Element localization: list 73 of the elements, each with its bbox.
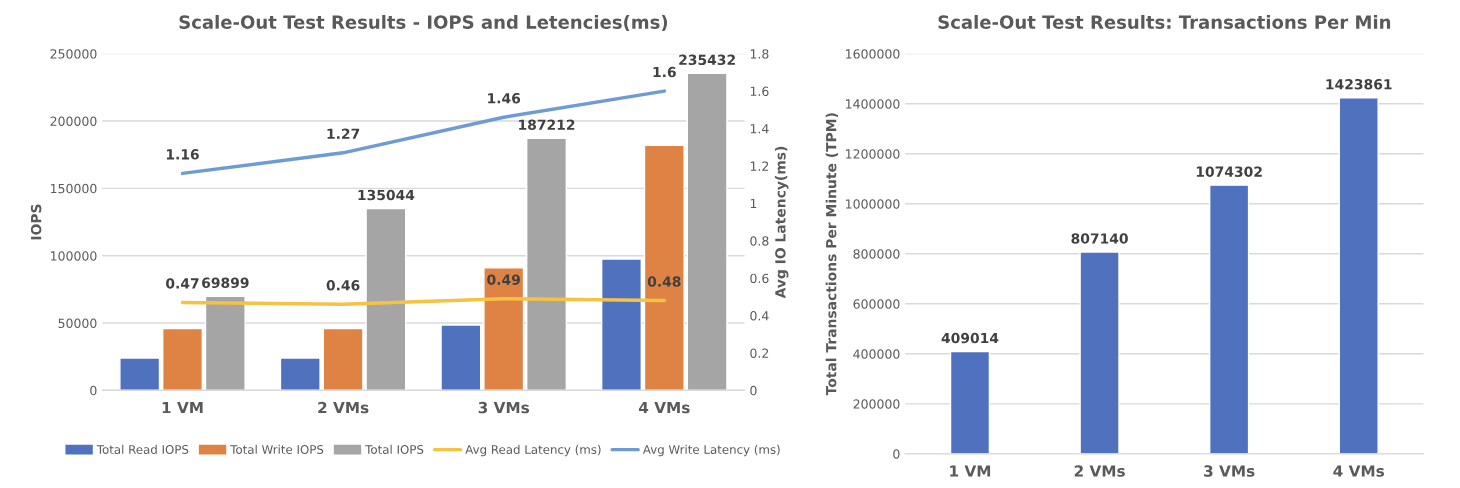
x-tick-label: 3 VMs: [1204, 465, 1255, 477]
x-tick-label: 1 VM: [950, 465, 991, 477]
y-tick-label: 100000: [50, 251, 97, 261]
bar: [1338, 97, 1379, 454]
y2-tick-label: 0.8: [750, 236, 769, 246]
data-label: 0.49: [487, 274, 520, 285]
y-tick-label: 800000: [853, 249, 900, 259]
data-label: 135044: [358, 189, 415, 201]
bar: [279, 357, 321, 391]
x-tick-label: 4 VMs: [1333, 465, 1385, 477]
y-tick-label: 1400000: [846, 99, 900, 109]
data-label: 0.46: [326, 280, 360, 291]
bar: [686, 72, 728, 391]
x-tick-label: 3 VMs: [478, 401, 530, 414]
chart-title: Scale-Out Test Results: Transactions Per Min: [938, 14, 1391, 29]
y-tick-label: 200000: [853, 399, 900, 409]
y-axis-title: Total Transactions Per Minute (TPM): [825, 113, 839, 396]
bar: [600, 258, 642, 391]
bar: [949, 350, 991, 454]
y2-axis-title: Avg IO Latency(ms): [774, 146, 789, 299]
x-tick-label: 2 VMs: [318, 401, 369, 414]
y-tick-label: 0: [893, 449, 900, 459]
y-tick-label: 200000: [50, 116, 97, 126]
bar: [440, 324, 482, 391]
x-tick-label: 1 VM: [162, 401, 203, 414]
y2-tick-label: 1.6: [750, 86, 769, 97]
y-tick-label: 1000000: [846, 199, 900, 209]
data-label: 235432: [679, 54, 735, 66]
bar: [1079, 251, 1120, 454]
bar: [204, 295, 246, 391]
x-tick-label: 2 VMs: [1074, 465, 1125, 477]
legend-label: Total IOPS: [365, 444, 424, 454]
bar: [161, 327, 204, 391]
legend-label: Avg Write Latency (ms): [642, 444, 780, 457]
bar: [643, 144, 685, 391]
y2-tick-label: 0.4: [750, 311, 769, 321]
y2-tick-label: 1.2: [750, 161, 769, 171]
y-tick-label: 150000: [50, 183, 97, 194]
y2-tick-label: 1.8: [750, 49, 769, 59]
data-label: 409014: [941, 332, 999, 344]
data-label: 1.16: [166, 149, 199, 160]
legend-label: Total Write IOPS: [230, 444, 324, 454]
y-axis-title: IOPS: [30, 204, 42, 240]
y2-tick-label: 0.6: [750, 273, 769, 284]
y-tick-label: 50000: [58, 318, 97, 328]
x-tick-label: 4 VMs: [638, 401, 690, 414]
data-label: 0.48: [647, 276, 681, 287]
data-label: 807140: [1071, 233, 1128, 244]
data-label: 1.27: [327, 128, 360, 139]
bar: [483, 267, 525, 391]
data-label: 1.6: [653, 66, 676, 78]
data-label: 69899: [202, 277, 249, 289]
y-tick-label: 1600000: [846, 49, 900, 59]
bar: [1209, 184, 1250, 454]
y2-tick-label: 1: [750, 198, 757, 209]
y-tick-label: 400000: [853, 349, 900, 359]
data-label: 1.46: [488, 92, 521, 104]
data-label: 1423861: [1326, 78, 1392, 90]
y-tick-label: 1200000: [846, 149, 900, 159]
data-label: 187212: [519, 119, 575, 130]
legend-label: Total Read IOPS: [96, 444, 189, 454]
y-tick-label: 0: [90, 385, 97, 396]
chart-title: Scale-Out Test Results - IOPS and Letencies(ms): [179, 14, 668, 32]
y2-tick-label: 1.4: [750, 124, 769, 134]
y2-tick-label: 0.2: [750, 348, 769, 358]
y-tick-label: 600000: [853, 299, 900, 309]
y-tick-label: 250000: [50, 49, 97, 59]
data-label: 1074302: [1196, 166, 1262, 177]
data-label: 0.47: [166, 278, 199, 289]
legend-label: Avg Read Latency (ms): [465, 444, 601, 457]
y2-tick-label: 0: [750, 385, 757, 396]
bar: [526, 137, 568, 391]
bar: [119, 357, 161, 391]
